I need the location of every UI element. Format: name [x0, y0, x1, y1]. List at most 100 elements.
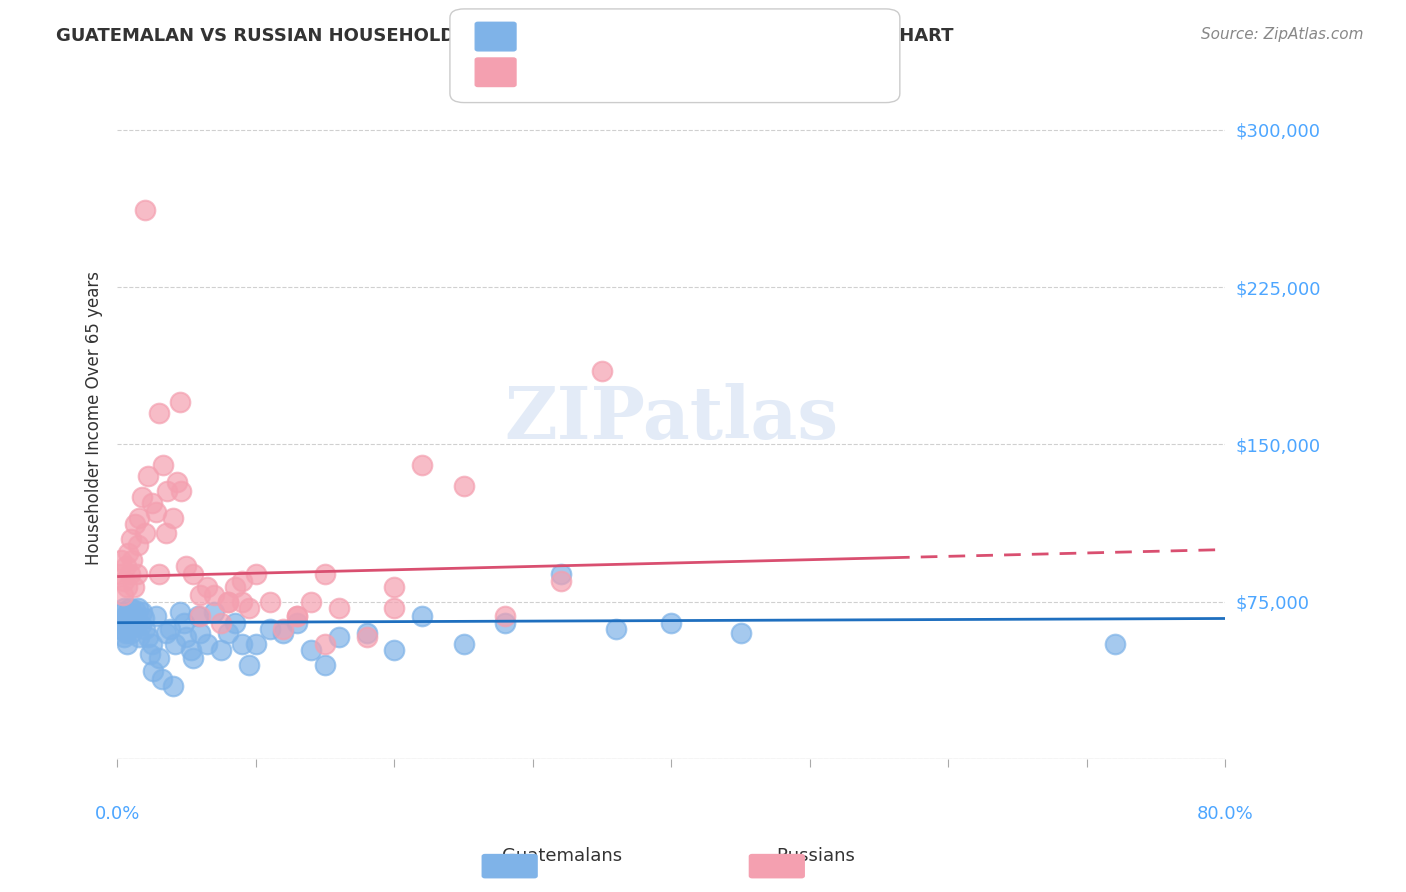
Point	[134, 525, 156, 540]
Text: Guatemalans: Guatemalans	[502, 847, 623, 865]
Point	[209, 615, 232, 630]
Y-axis label: Householder Income Over 65 years: Householder Income Over 65 years	[86, 271, 103, 566]
Point	[453, 637, 475, 651]
Point	[162, 511, 184, 525]
Point	[131, 490, 153, 504]
Point	[110, 553, 132, 567]
Point	[188, 609, 211, 624]
Point	[202, 589, 225, 603]
Point	[285, 615, 308, 630]
Point	[128, 511, 150, 525]
Point	[169, 605, 191, 619]
Point	[156, 483, 179, 498]
Point	[494, 609, 516, 624]
Point	[259, 622, 281, 636]
Point	[238, 601, 260, 615]
Point	[170, 483, 193, 498]
Point	[110, 615, 132, 630]
Point	[142, 664, 165, 678]
Point	[259, 595, 281, 609]
Point	[183, 651, 205, 665]
Point	[111, 589, 134, 603]
Point	[120, 609, 142, 624]
Point	[328, 631, 350, 645]
Point	[115, 637, 138, 651]
Point	[245, 567, 267, 582]
Point	[188, 589, 211, 603]
Text: Russians: Russians	[776, 847, 855, 865]
Point	[224, 580, 246, 594]
Point	[494, 615, 516, 630]
Point	[550, 574, 572, 588]
Point	[162, 679, 184, 693]
Point	[245, 637, 267, 651]
Text: ZIPatlas: ZIPatlas	[505, 383, 838, 454]
Point	[136, 469, 159, 483]
Point	[145, 504, 167, 518]
Point	[453, 479, 475, 493]
Point	[117, 611, 139, 625]
Point	[122, 620, 145, 634]
Point	[112, 631, 135, 645]
Point	[155, 525, 177, 540]
Point	[186, 609, 208, 624]
Point	[273, 626, 295, 640]
Point	[141, 496, 163, 510]
Point	[129, 617, 152, 632]
Point	[356, 631, 378, 645]
Point	[118, 601, 141, 615]
Point	[356, 626, 378, 640]
Point	[591, 364, 613, 378]
Point	[132, 611, 155, 625]
Point	[114, 559, 136, 574]
Point	[176, 631, 198, 645]
Point	[108, 567, 131, 582]
Point	[139, 647, 162, 661]
Point	[217, 626, 239, 640]
Point	[150, 673, 173, 687]
Point	[299, 643, 322, 657]
Point	[550, 567, 572, 582]
Point	[117, 605, 139, 619]
Point	[114, 609, 136, 624]
Text: R = 0.010: R = 0.010	[527, 28, 626, 47]
Point	[117, 546, 139, 560]
Point	[183, 567, 205, 582]
Point	[121, 553, 143, 567]
Point	[169, 395, 191, 409]
Point	[231, 574, 253, 588]
Point	[145, 609, 167, 624]
Point	[217, 595, 239, 609]
Point	[224, 615, 246, 630]
Point	[1104, 637, 1126, 651]
Point	[411, 609, 433, 624]
Point	[166, 475, 188, 490]
Point	[115, 620, 138, 634]
Point	[730, 626, 752, 640]
Point	[134, 202, 156, 217]
Point	[314, 567, 336, 582]
Point	[131, 605, 153, 619]
Text: 80.0%: 80.0%	[1197, 805, 1254, 823]
Point	[114, 626, 136, 640]
Point	[202, 605, 225, 619]
Point	[121, 615, 143, 630]
Point	[128, 631, 150, 645]
Point	[231, 595, 253, 609]
Point	[120, 532, 142, 546]
Point	[231, 637, 253, 651]
Point	[382, 601, 405, 615]
Point	[112, 574, 135, 588]
Point	[124, 603, 146, 617]
Point	[605, 622, 627, 636]
Text: GUATEMALAN VS RUSSIAN HOUSEHOLDER INCOME OVER 65 YEARS CORRELATION CHART: GUATEMALAN VS RUSSIAN HOUSEHOLDER INCOME…	[56, 27, 953, 45]
Point	[148, 567, 170, 582]
Point	[314, 637, 336, 651]
Point	[112, 601, 135, 615]
Point	[299, 595, 322, 609]
Point	[188, 626, 211, 640]
Point	[141, 637, 163, 651]
Point	[118, 567, 141, 582]
Point	[127, 538, 149, 552]
Text: R = 0.039: R = 0.039	[527, 63, 626, 83]
